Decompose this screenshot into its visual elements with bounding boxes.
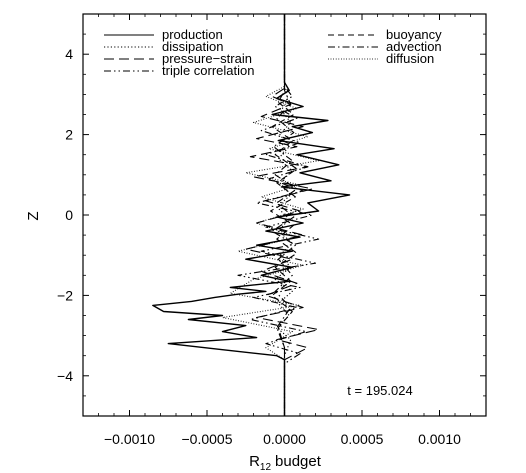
y-tick-label: 4 <box>65 46 73 62</box>
series-line-buoyancy <box>270 14 298 416</box>
y-tick-label: 0 <box>65 207 73 223</box>
series-line-pressure-strain <box>245 14 320 416</box>
y-tick-label: 2 <box>65 127 73 143</box>
series-line-advection <box>271 14 298 416</box>
x-tick-label: 0.0010 <box>418 431 461 447</box>
legend-label: advection <box>386 39 442 54</box>
x-axis-title-suffix: budget <box>275 453 322 470</box>
x-tick-label: −0.0010 <box>104 431 155 447</box>
legend: productiondissipationpressure−straintrip… <box>104 27 442 78</box>
x-axis-title-subscript: 12 <box>260 462 272 473</box>
y-axis-title: Z <box>25 211 42 220</box>
legend-label: production <box>162 27 223 42</box>
series-line-triple-correlation <box>237 14 320 416</box>
series-line-dissipation <box>274 14 293 416</box>
x-tick-label: 0.0000 <box>263 431 306 447</box>
time-annotation: t = 195.024 <box>347 383 412 398</box>
legend-label: buoyancy <box>386 27 442 42</box>
x-tick-label: −0.0005 <box>182 431 233 447</box>
legend-label: triple correlation <box>162 63 255 78</box>
legend-label: pressure−strain <box>162 51 252 66</box>
legend-label: dissipation <box>162 39 223 54</box>
x-axis-title-main: R <box>249 453 260 470</box>
series-group <box>152 14 351 416</box>
legend-label: diffusion <box>386 51 434 66</box>
x-axis-title: R12 budget <box>249 453 322 473</box>
x-tick-label: 0.0005 <box>341 431 384 447</box>
axis-ticks: −0.0010 −0.0005 0.0000 0.0005 0.0010 −4 −2 0 2 4 <box>57 13 487 447</box>
y-tick-label: −2 <box>57 287 73 303</box>
y-tick-label: −4 <box>57 368 73 384</box>
